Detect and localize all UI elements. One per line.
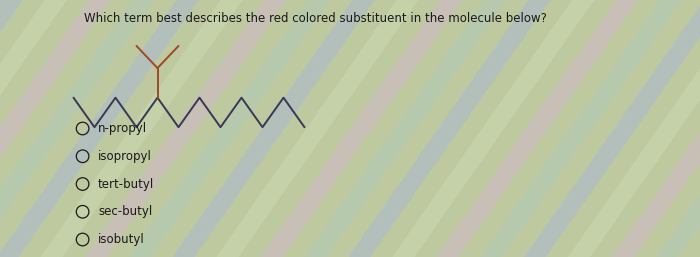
Text: n-propyl: n-propyl — [98, 122, 147, 135]
Text: isopropyl: isopropyl — [98, 150, 152, 163]
Text: sec-butyl: sec-butyl — [98, 205, 153, 218]
Text: Which term best describes the red colored substituent in the molecule below?: Which term best describes the red colore… — [84, 12, 547, 25]
Text: tert-butyl: tert-butyl — [98, 178, 154, 190]
Text: isobutyl: isobutyl — [98, 233, 145, 246]
